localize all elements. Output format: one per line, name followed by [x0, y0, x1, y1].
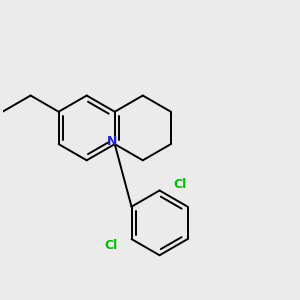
Text: Cl: Cl	[104, 239, 117, 252]
Text: N: N	[107, 135, 118, 148]
Text: Cl: Cl	[174, 178, 187, 190]
